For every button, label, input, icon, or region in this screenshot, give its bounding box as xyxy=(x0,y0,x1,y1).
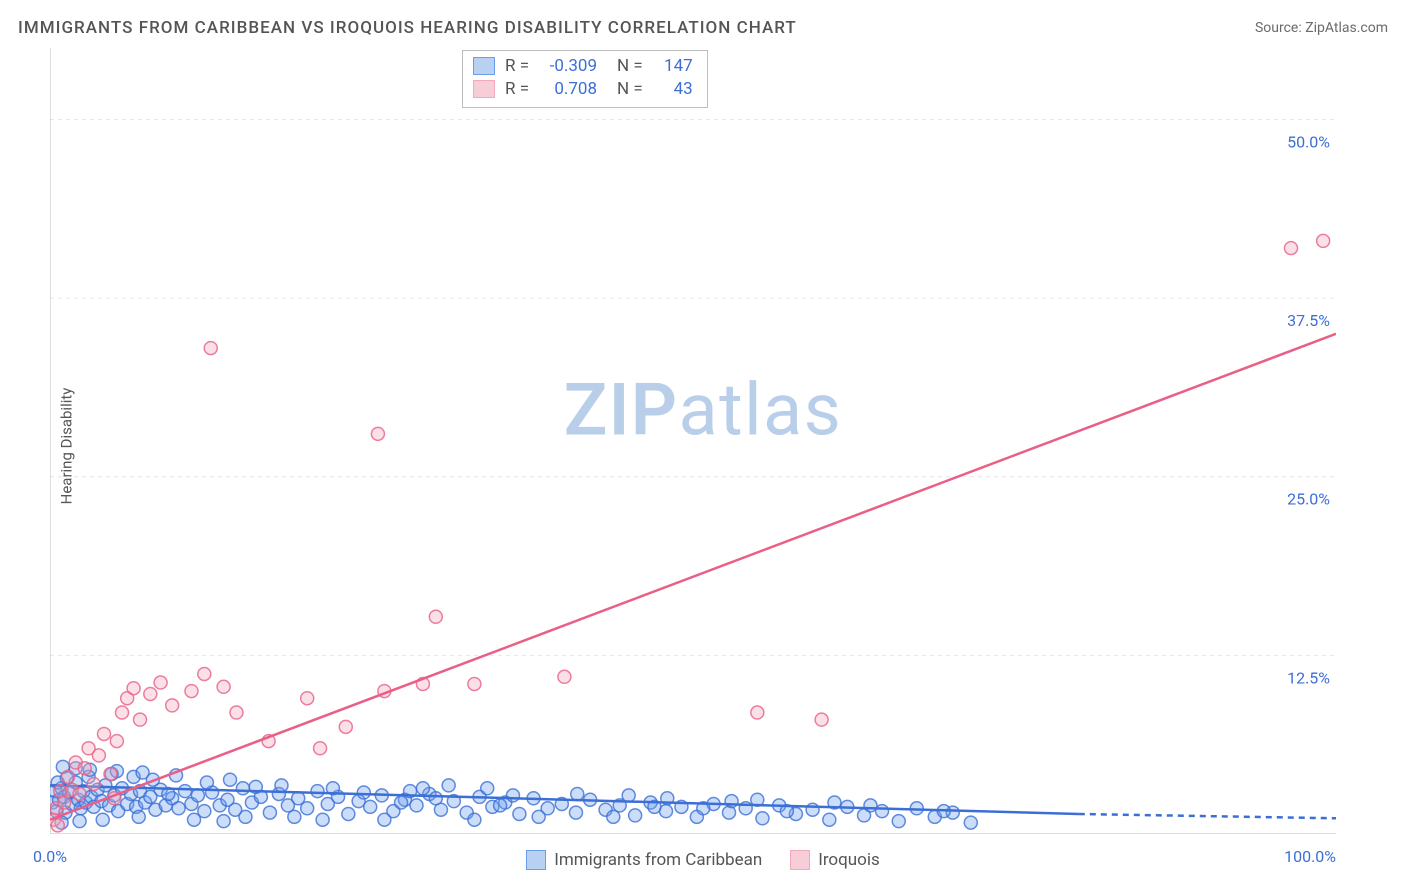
correlation-scatter-chart: 12.5% 25.0% 37.5% 50.0% xyxy=(50,48,1336,834)
svg-text:25.0%: 25.0% xyxy=(1287,490,1330,509)
x-tick-label: 0.0% xyxy=(33,847,67,866)
stats-r-label: R = xyxy=(505,55,529,78)
stats-n-value: 43 xyxy=(653,78,693,101)
stats-row: R = -0.309 N = 147 xyxy=(473,55,693,78)
svg-text:12.5%: 12.5% xyxy=(1287,668,1330,687)
svg-text:37.5%: 37.5% xyxy=(1287,311,1330,330)
stats-r-value: 0.708 xyxy=(539,78,597,101)
x-tick-label: 100.0% xyxy=(1284,847,1336,866)
stats-r-label: R = xyxy=(505,78,529,101)
chart-title: IMMIGRANTS FROM CARIBBEAN VS IROQUOIS HE… xyxy=(18,18,797,38)
stats-swatch xyxy=(473,57,495,75)
svg-text:50.0%: 50.0% xyxy=(1287,132,1330,151)
source-label: Source: ZipAtlas.com xyxy=(1255,20,1388,36)
stats-n-value: 147 xyxy=(653,55,693,78)
stats-n-label: N = xyxy=(617,78,643,101)
stats-row: R = 0.708 N = 43 xyxy=(473,78,693,101)
stats-swatch xyxy=(473,80,495,98)
x-axis-ticks: 0.0%100.0% xyxy=(50,836,1336,866)
correlation-stats-box: R = -0.309 N = 147 R = 0.708 N = 43 xyxy=(462,50,708,108)
stats-n-label: N = xyxy=(617,55,643,78)
stats-r-value: -0.309 xyxy=(539,55,597,78)
